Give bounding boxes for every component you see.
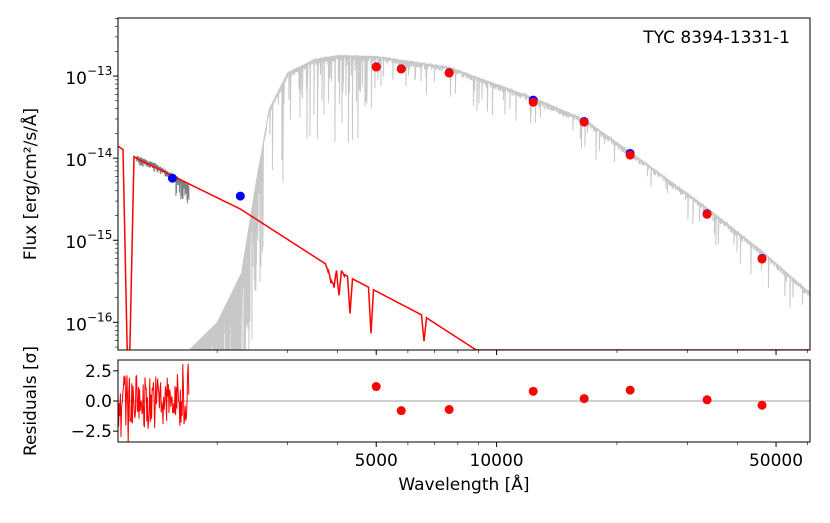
model-flux-point <box>625 150 635 160</box>
residual-y-tick-label: −2.5 <box>71 422 112 442</box>
residual-point <box>444 404 454 414</box>
model-flux-point <box>444 68 454 78</box>
model-flux-point <box>396 64 406 74</box>
y-tick-label: 10 <box>65 151 87 171</box>
residual-point <box>625 385 635 395</box>
y-tick-label: 10 <box>65 233 87 253</box>
residuals-axis-label: Residuals [σ] <box>21 346 41 456</box>
star-name-annotation: TYC 8394-1331-1 <box>642 28 790 48</box>
y-tick-exponent: −16 <box>87 310 112 324</box>
residual-point <box>396 406 406 416</box>
x-tick-label: 5000 <box>355 451 398 471</box>
model-flux-point <box>757 254 767 264</box>
x-tick-label: 50000 <box>749 451 803 471</box>
flux-axis-label: Flux [erg/cm²/s/Å] <box>19 108 41 260</box>
x-tick-label: 10000 <box>470 451 524 471</box>
residuals-panel: 2.5 0.0 −2.5 5000 10000 50000 Residuals [σ] W… <box>21 346 811 495</box>
residual-y-tick-label: 0.0 <box>85 392 112 412</box>
residual-point <box>579 394 589 404</box>
hot-model-spectrum <box>118 145 810 350</box>
residual-y-tick-label: 2.5 <box>85 362 112 382</box>
cool-model-spectrum <box>188 53 810 350</box>
sed-frame <box>117 17 811 351</box>
y-tick-label: 10 <box>65 69 87 89</box>
model-flux-point <box>528 97 538 107</box>
y-tick-exponent: −13 <box>87 64 112 78</box>
y-tick-exponent: −14 <box>87 146 112 160</box>
residual-point <box>702 395 712 405</box>
uv-residuals <box>118 363 190 442</box>
residual-point <box>757 400 767 410</box>
model-flux-point <box>579 117 589 127</box>
observed-flux-point <box>167 173 177 183</box>
observed-flux-point <box>235 191 245 201</box>
model-flux-point <box>702 209 712 219</box>
residual-point <box>371 382 381 392</box>
model-flux-point <box>371 62 381 72</box>
residual-point <box>528 386 538 396</box>
y-tick-label: 10 <box>65 315 87 335</box>
wavelength-axis-label: Wavelength [Å] <box>398 473 529 495</box>
y-tick-exponent: −15 <box>87 228 112 242</box>
